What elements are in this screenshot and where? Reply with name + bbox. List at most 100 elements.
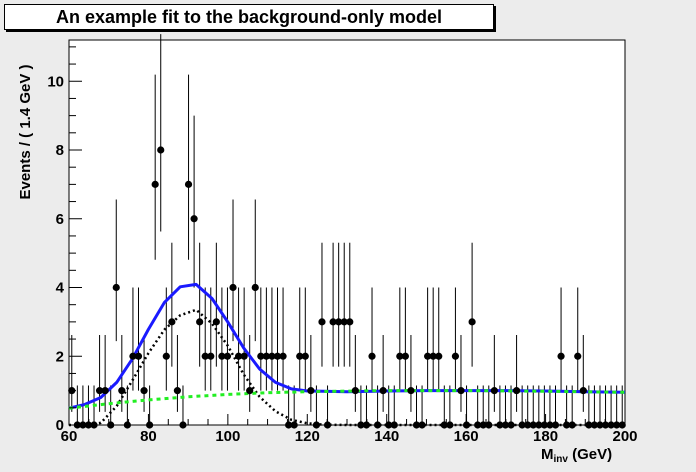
data-point [518, 421, 526, 429]
data-point [290, 421, 298, 429]
y-tick-label: 0 [56, 417, 64, 434]
data-point [123, 421, 131, 429]
data-point [490, 387, 498, 395]
data-point [318, 318, 326, 326]
data-point [340, 318, 348, 326]
x-tick-label: 80 [140, 428, 157, 445]
data-point [101, 387, 109, 395]
data-point [390, 421, 398, 429]
data-point [535, 421, 543, 429]
data-point [312, 421, 321, 429]
data-point [157, 146, 165, 154]
x-axis-label-main: M [541, 446, 554, 463]
x-tick-label: 180 [533, 428, 558, 445]
data-point [596, 421, 604, 429]
data-point [201, 352, 209, 360]
data-point [190, 215, 198, 223]
data-point [140, 387, 148, 395]
data-point [401, 352, 409, 360]
data-point [607, 421, 615, 429]
x-tick-label: 60 [61, 428, 78, 445]
data-point [474, 421, 482, 429]
data-point [262, 352, 270, 360]
data-point [234, 352, 243, 360]
data-point [424, 352, 432, 360]
data-point [223, 352, 232, 360]
data-point [90, 421, 98, 429]
x-tick-label: 160 [454, 428, 479, 445]
data-point [168, 318, 176, 326]
data-point [162, 352, 170, 360]
y-tick-label: 10 [47, 73, 64, 90]
data-point [151, 180, 159, 188]
data-points [68, 146, 626, 429]
data-point [485, 421, 493, 429]
data-point [296, 352, 304, 360]
data-point [407, 387, 415, 395]
data-point [257, 352, 265, 360]
data-point [95, 387, 104, 395]
data-point [246, 387, 254, 395]
data-point [546, 421, 554, 429]
data-point [307, 387, 315, 395]
data-point [285, 421, 293, 429]
data-point [179, 421, 187, 429]
x-tick-label: 140 [374, 428, 399, 445]
data-point [563, 421, 571, 429]
x-axis-label-subscript: inv [554, 454, 569, 465]
data-point [468, 318, 476, 326]
data-point [146, 421, 154, 429]
data-point [107, 421, 115, 429]
data-point [418, 421, 426, 429]
data-point [173, 387, 182, 395]
data-point [273, 352, 282, 360]
data-point [618, 421, 626, 429]
data-point [451, 352, 460, 360]
data-point [507, 421, 515, 429]
y-tick-label: 2 [56, 348, 64, 365]
chart-title-box: An example fit to the background-only mo… [4, 4, 494, 30]
data-point [268, 352, 276, 360]
data-point [613, 421, 621, 429]
data-point [496, 421, 504, 429]
data-point [79, 421, 87, 429]
data-point [212, 318, 220, 326]
data-point [368, 352, 376, 360]
data-point [579, 387, 587, 395]
x-axis-label-unit: (GeV) [568, 446, 612, 463]
data-point [118, 387, 126, 395]
data-point [112, 283, 120, 292]
x-tick-label: 120 [295, 428, 320, 445]
data-point [218, 352, 226, 360]
data-point [251, 283, 259, 292]
data-point [229, 283, 237, 292]
data-point [551, 421, 560, 429]
data-point [479, 421, 487, 429]
data-point [240, 352, 248, 360]
data-point [446, 421, 454, 429]
data-point [379, 387, 387, 395]
plot-frame [68, 39, 626, 426]
data-point [351, 387, 359, 395]
data-point [396, 352, 404, 360]
data-point [134, 352, 143, 360]
data-point [346, 318, 354, 326]
data-point [590, 421, 599, 429]
data-point [512, 387, 521, 395]
y-tick-label: 6 [56, 211, 64, 228]
data-point [207, 352, 215, 360]
x-tick-label: 100 [215, 428, 240, 445]
data-point [279, 352, 287, 360]
data-point [574, 352, 582, 360]
data-point [585, 421, 593, 429]
data-point [457, 387, 465, 395]
data-point [435, 352, 443, 360]
x-axis-label: Minv (GeV) [541, 446, 612, 465]
data-point [184, 180, 193, 188]
data-point [373, 421, 382, 429]
data-point [335, 318, 343, 326]
data-point [529, 421, 537, 429]
y-tick-label: 8 [56, 142, 64, 159]
data-point [429, 352, 437, 360]
data-point [540, 421, 548, 429]
